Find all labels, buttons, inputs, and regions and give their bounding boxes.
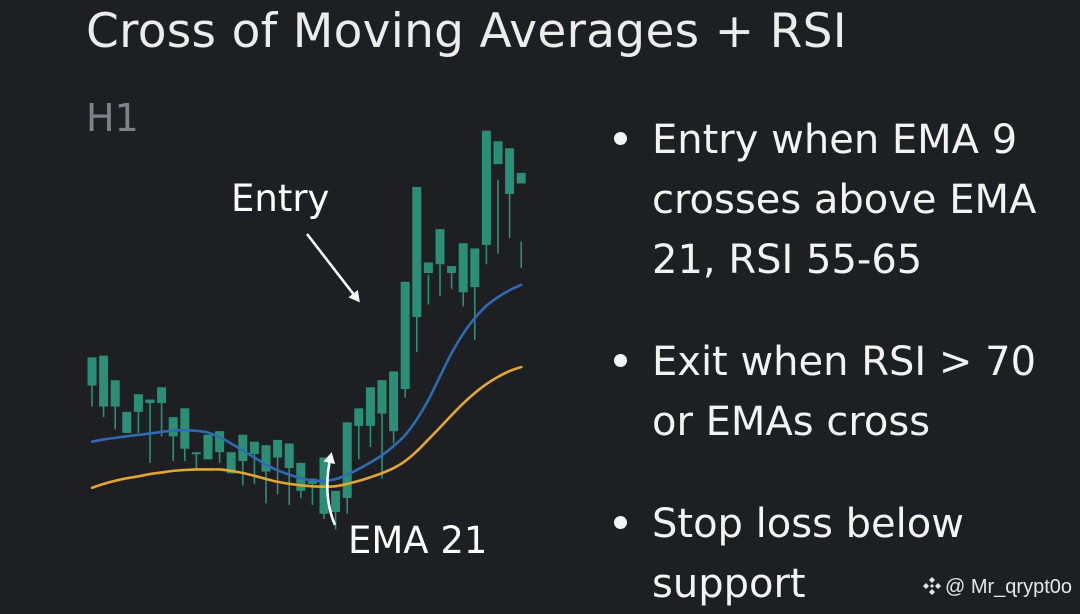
candle-body [423, 262, 433, 274]
candle [133, 394, 143, 433]
candle [261, 445, 271, 504]
candle [99, 355, 109, 418]
candle-body [249, 441, 259, 455]
candle [505, 148, 515, 238]
candle-body [157, 387, 167, 404]
candle-body [145, 399, 155, 404]
candle-body [389, 371, 399, 432]
candle-body [99, 355, 109, 407]
candle [110, 380, 120, 430]
candle-body [168, 417, 178, 437]
candle-body [481, 130, 491, 245]
rule-stop-loss: Stop loss below support [612, 494, 1080, 614]
candlestick-chart: Entry EMA 21 [87, 130, 526, 562]
rule-entry-text: Entry when EMA 9 crosses above EMA 21, R… [652, 117, 1037, 283]
ema21-annotation-label: EMA 21 [348, 519, 487, 562]
candle-body [87, 357, 97, 386]
bullet-dot-icon [614, 516, 627, 529]
candle [157, 387, 167, 437]
candle [435, 229, 445, 296]
candle [365, 387, 375, 447]
candle [400, 281, 410, 398]
candle [168, 417, 178, 462]
candle-body [365, 387, 375, 426]
candle-body [133, 394, 143, 412]
candle-body [226, 452, 236, 474]
rule-exit: Exit when RSI > 70 or EMAs cross [612, 332, 1080, 452]
candle-body [261, 445, 271, 472]
candle-body [354, 408, 364, 426]
rule-exit-text: Exit when RSI > 70 or EMAs cross [652, 339, 1037, 445]
candle [296, 462, 306, 498]
candle [423, 262, 433, 305]
candle [354, 408, 364, 460]
rule-stop-loss-text: Stop loss below support [652, 501, 964, 607]
binance-logo-icon [922, 577, 941, 595]
candle-body [505, 148, 515, 194]
candle-body [377, 380, 387, 414]
candle [342, 422, 352, 514]
candle [377, 380, 387, 479]
candle [203, 434, 213, 460]
candle-body [400, 281, 410, 390]
entry-annotation-label: Entry [231, 177, 329, 220]
candle-body [470, 248, 480, 288]
ema21-annotation-arrow [323, 452, 337, 526]
candle-body [331, 490, 341, 512]
strategy-rules-list: Entry when EMA 9 crosses above EMA 21, R… [612, 110, 1080, 614]
watermark: @ Mr_ɋrypt0o [922, 576, 1072, 599]
rule-entry: Entry when EMA 9 crosses above EMA 21, R… [612, 110, 1080, 290]
candle-body [191, 452, 201, 455]
bullet-dot-icon [614, 354, 627, 367]
candle [273, 439, 283, 495]
candle [145, 399, 155, 463]
candle-body [180, 408, 190, 449]
candle-body [458, 243, 468, 293]
page-title: Cross of Moving Averages + RSI [86, 4, 847, 59]
candle [412, 186, 422, 353]
candle-body [273, 439, 283, 458]
candle [389, 371, 399, 444]
candle-body [110, 380, 120, 407]
candle-body [215, 431, 225, 453]
candle [122, 411, 132, 433]
candle [180, 408, 190, 462]
candle-body [516, 172, 526, 184]
candle [87, 357, 97, 407]
ema-layer [90, 283, 523, 490]
entry-annotation-arrow [305, 233, 360, 303]
candle [191, 452, 201, 470]
annotation-layer: Entry EMA 21 [231, 177, 487, 562]
candle-body [122, 411, 132, 433]
ema-fast-line [90, 283, 523, 483]
candle-body [447, 266, 457, 274]
watermark-handle: @ Mr_ɋrypt0o [944, 576, 1072, 598]
timeframe-label: H1 [86, 96, 139, 140]
candle [238, 434, 248, 486]
candle-body [435, 229, 445, 265]
candle-body [493, 141, 503, 165]
candle [481, 130, 491, 265]
candle-body [203, 434, 213, 460]
candle [516, 172, 526, 268]
candle-body [412, 186, 422, 317]
candle [307, 478, 317, 505]
candle [493, 141, 503, 254]
ema-slow-line [90, 365, 523, 490]
candle-body [238, 434, 248, 462]
candle-body [284, 443, 294, 469]
bullet-dot-icon [614, 132, 627, 145]
candle-body [342, 422, 352, 498]
candle [458, 243, 468, 307]
candle [470, 248, 480, 340]
candle [447, 266, 457, 289]
